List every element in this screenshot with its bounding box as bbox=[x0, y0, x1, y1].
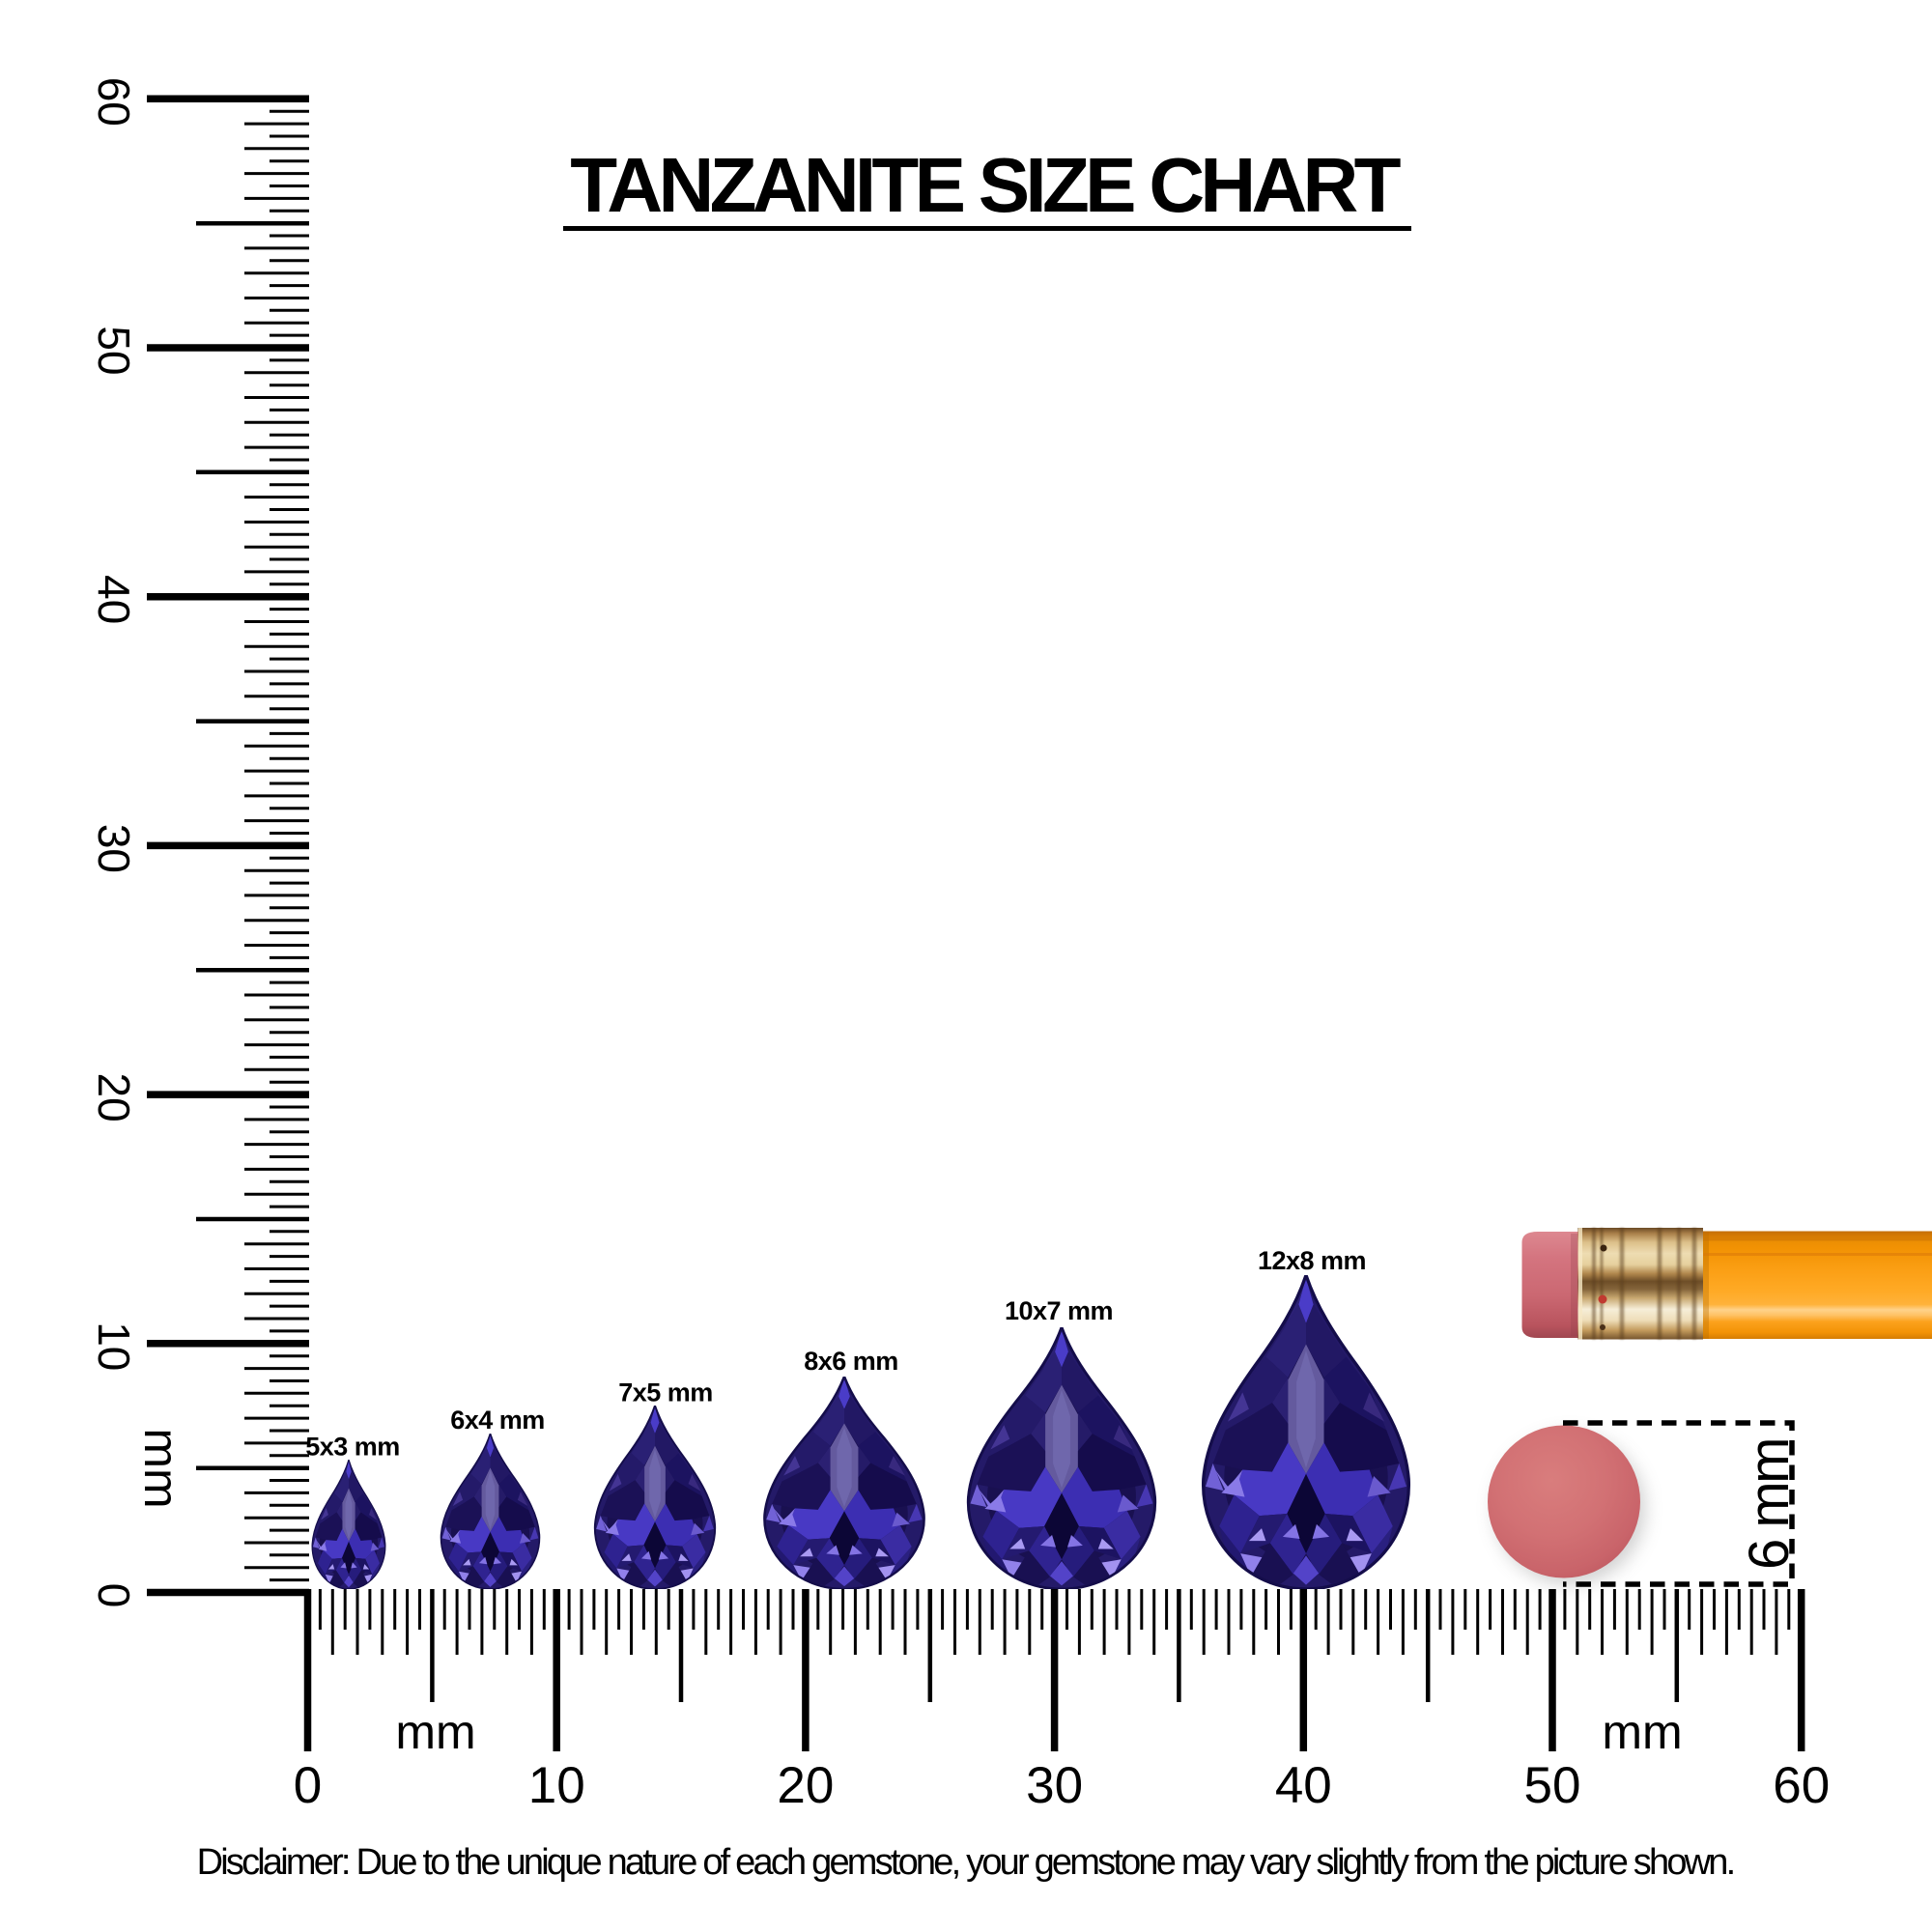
svg-text:10: 10 bbox=[89, 1321, 139, 1371]
svg-text:6x4 mm: 6x4 mm bbox=[450, 1406, 545, 1435]
svg-text:30: 30 bbox=[1026, 1757, 1083, 1814]
svg-text:10x7 mm: 10x7 mm bbox=[1005, 1296, 1113, 1325]
svg-text:8x6 mm: 8x6 mm bbox=[804, 1347, 898, 1376]
svg-text:7x5 mm: 7x5 mm bbox=[618, 1378, 713, 1407]
svg-text:50: 50 bbox=[1524, 1757, 1581, 1814]
svg-text:60: 60 bbox=[1773, 1757, 1830, 1814]
svg-text:6 mm: 6 mm bbox=[1738, 1439, 1801, 1570]
svg-text:20: 20 bbox=[89, 1073, 139, 1122]
svg-text:mm: mm bbox=[395, 1705, 475, 1759]
svg-text:0: 0 bbox=[89, 1583, 139, 1608]
svg-text:40: 40 bbox=[89, 575, 139, 624]
svg-text:12x8 mm: 12x8 mm bbox=[1258, 1246, 1366, 1275]
svg-text:40: 40 bbox=[1275, 1757, 1332, 1814]
svg-text:20: 20 bbox=[777, 1757, 834, 1814]
svg-text:mm: mm bbox=[1602, 1705, 1682, 1759]
svg-text:60: 60 bbox=[89, 77, 139, 127]
svg-text:50: 50 bbox=[89, 326, 139, 375]
svg-text:Disclaimer: Due to the unique: Disclaimer: Due to the unique nature of … bbox=[197, 1842, 1734, 1883]
svg-text:5x3 mm: 5x3 mm bbox=[305, 1433, 400, 1462]
svg-text:10: 10 bbox=[528, 1757, 585, 1814]
svg-text:0: 0 bbox=[294, 1757, 322, 1814]
svg-text:TANZANITE SIZE CHART: TANZANITE SIZE CHART bbox=[570, 142, 1401, 228]
svg-text:mm: mm bbox=[134, 1428, 188, 1508]
svg-text:30: 30 bbox=[89, 824, 139, 873]
